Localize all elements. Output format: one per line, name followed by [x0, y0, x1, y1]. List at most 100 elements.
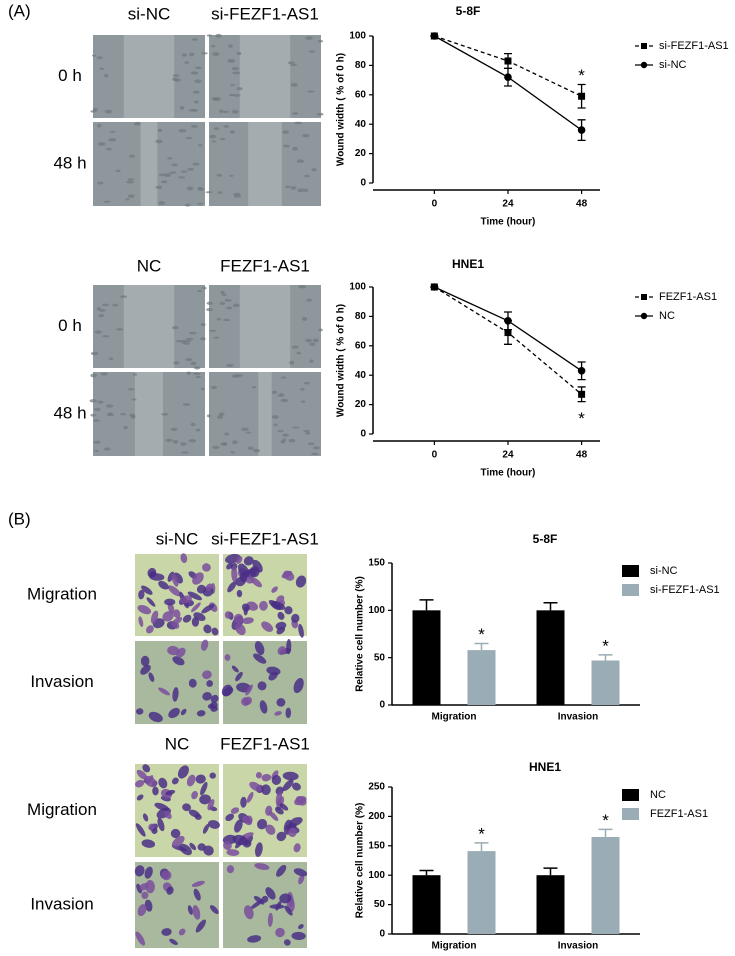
cell [279, 803, 289, 811]
cell [154, 802, 169, 811]
cell [188, 439, 197, 443]
cell [307, 90, 315, 93]
cell [283, 939, 291, 946]
cell [158, 687, 170, 696]
cell [301, 316, 308, 321]
cell [191, 790, 198, 800]
cell [186, 186, 194, 191]
cell [282, 771, 299, 781]
x-axis-label: Time (hour) [481, 468, 536, 479]
cell [275, 621, 287, 630]
micrograph [223, 862, 308, 948]
cell [293, 843, 301, 853]
cell [155, 139, 163, 144]
cell [197, 202, 203, 205]
cell [257, 681, 267, 691]
cell [275, 901, 282, 911]
cell [211, 140, 217, 143]
cell [93, 419, 100, 422]
wound-gap [140, 122, 158, 206]
cell [123, 426, 128, 430]
cell [226, 865, 235, 874]
cell [148, 711, 163, 723]
wound-gap [258, 372, 272, 456]
cell [178, 176, 186, 179]
cell [186, 371, 191, 375]
cell [285, 707, 292, 719]
cell [245, 431, 252, 434]
cell [268, 671, 278, 681]
cell [235, 576, 246, 587]
y-tick-label: 0 [360, 429, 366, 440]
cell [187, 591, 203, 601]
wound-gap [123, 285, 175, 368]
cell [209, 772, 216, 779]
cell [259, 700, 268, 714]
cell [206, 34, 213, 37]
cell [205, 191, 213, 194]
cell [141, 585, 153, 595]
y-tick-label: 20 [355, 148, 367, 159]
cell [306, 298, 313, 302]
cell [203, 845, 214, 856]
legend-label: si-FEZF1-AS1 [659, 40, 729, 52]
error-bar [598, 654, 613, 661]
cell [158, 580, 169, 590]
cell [147, 567, 157, 578]
cell [291, 931, 306, 941]
cell [229, 174, 234, 177]
cell [233, 93, 241, 97]
cell [285, 185, 291, 189]
cell [318, 328, 323, 332]
cell [275, 927, 285, 938]
cell [131, 398, 137, 401]
x-tick-label: 24 [502, 450, 514, 461]
row-label: Invasion [30, 894, 93, 913]
x-tick-label: 0 [432, 199, 438, 210]
error-bar [598, 828, 613, 837]
marker [577, 366, 586, 375]
cell [136, 883, 143, 894]
cell [317, 39, 324, 43]
y-tick-label: 0 [379, 700, 385, 711]
y-tick-label: 80 [355, 60, 367, 71]
bar [467, 650, 496, 705]
cell [292, 146, 298, 151]
cell [304, 381, 310, 385]
cell [167, 157, 173, 160]
cell [304, 174, 310, 178]
x-tick-label: 24 [502, 199, 514, 210]
cell [152, 786, 159, 796]
cell [167, 602, 175, 614]
cell [226, 306, 233, 310]
cell [279, 893, 292, 904]
legend-label: NC [659, 310, 675, 322]
cell [229, 93, 235, 97]
cell [155, 185, 163, 190]
cell [223, 318, 231, 322]
cell [241, 603, 250, 612]
cell [172, 687, 179, 702]
cell [225, 813, 235, 822]
cell [241, 427, 249, 432]
cell [302, 134, 310, 138]
cell [192, 162, 200, 166]
cell [161, 870, 172, 881]
cell [300, 387, 305, 391]
bar [591, 836, 620, 934]
cell [230, 451, 235, 454]
cell [141, 839, 156, 848]
chart-title: HNE1 [529, 760, 561, 774]
cell [194, 66, 202, 70]
cell [298, 623, 304, 638]
legend-marker [641, 43, 647, 49]
cell [150, 610, 159, 624]
cell [194, 79, 202, 84]
cell [161, 412, 169, 416]
cell [273, 423, 278, 427]
cell [243, 696, 252, 706]
row-label: 48 h [53, 403, 86, 422]
cell [201, 604, 215, 614]
cell [167, 585, 181, 597]
cell [167, 645, 180, 656]
